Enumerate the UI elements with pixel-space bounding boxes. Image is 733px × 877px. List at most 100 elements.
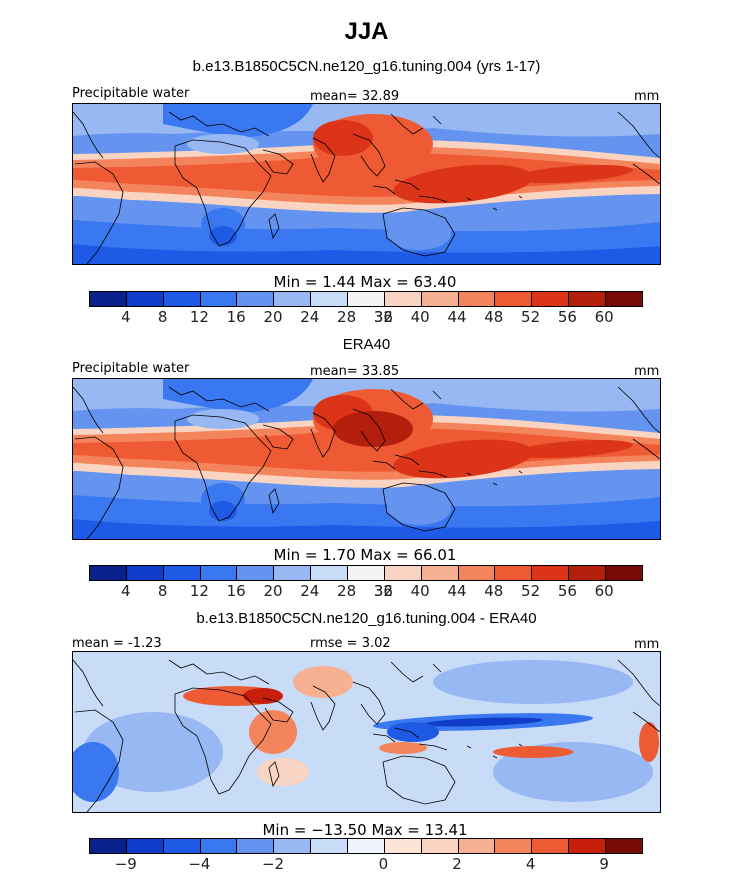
- colorbar-swatch: [495, 566, 533, 580]
- colorbar-swatch: [569, 292, 607, 306]
- colorbar-swatch: [126, 292, 164, 306]
- colorbar-swatch: [126, 839, 164, 853]
- panel-3-colorbar: [89, 838, 643, 854]
- coastline: [73, 386, 104, 434]
- panel-3-rmse-label: rmse = 3.02: [310, 636, 391, 651]
- colorbar-swatch: [569, 839, 607, 853]
- colorbar-tick-label: 12: [189, 308, 209, 326]
- colorbar-swatch: [384, 292, 422, 306]
- diff-east-africa: [249, 710, 297, 754]
- coastline: [268, 761, 280, 788]
- colorbar-tick-label: 44: [447, 582, 467, 600]
- panel-2-colorbar-ticks: 4 8 12 16 20 24 28 32 36 40 44 48 52 56 60: [89, 582, 641, 600]
- colorbar-tick-label: 20: [263, 582, 283, 600]
- panel-1-subtitle: b.e13.B1850C5CN.ne120_g16.tuning.004 (yr…: [192, 58, 541, 75]
- panel-3-min-max: Min = −13.50 Max = 13.41: [262, 821, 468, 839]
- coastline: [617, 659, 660, 707]
- colorbar-tick-label: 48: [484, 308, 504, 326]
- colorbar-tick-label: 4: [121, 308, 131, 326]
- coastline: [382, 207, 456, 257]
- coastline: [418, 743, 448, 751]
- coastline: [268, 488, 280, 515]
- colorbar-swatch: [495, 839, 533, 853]
- colorbar-tick-label: 0: [378, 855, 389, 873]
- coastline: [418, 195, 448, 203]
- panel-2-subtitle: ERA40: [342, 336, 391, 353]
- pw-australia-dry: [387, 493, 451, 525]
- coastline: [390, 388, 424, 410]
- coastline: [394, 179, 420, 191]
- diff-pacific-dry-core: [423, 717, 543, 727]
- coastline: [168, 386, 270, 412]
- coastline: [492, 755, 498, 759]
- colorbar-tick-label: 2: [452, 855, 462, 873]
- coastline: [432, 663, 442, 673]
- coastline: [352, 681, 386, 725]
- colorbar-swatch: [90, 839, 127, 853]
- coastline: [174, 687, 272, 795]
- panel-2-map-svg: [73, 379, 660, 539]
- coastline: [518, 743, 523, 747]
- panel-1-colorbar-ticks: 4 8 12 16 20 24 28 32 36 40 44 48 52 56 60: [89, 308, 641, 326]
- coastline: [382, 482, 456, 532]
- colorbar-swatch: [458, 566, 496, 580]
- panel-1-map-svg: [73, 104, 660, 264]
- colorbar-tick-label: 16: [226, 308, 246, 326]
- colorbar-tick-label: 24: [300, 582, 320, 600]
- panel-1-units-label: mm: [634, 89, 660, 104]
- colorbar-tick-label: 8: [157, 582, 168, 600]
- colorbar-swatch: [200, 292, 238, 306]
- panel-2-units-label: mm: [634, 364, 660, 379]
- coastline: [518, 470, 523, 474]
- coastline: [617, 386, 660, 434]
- pw-band-far-south: [73, 244, 660, 264]
- colorbar-tick-label: 56: [557, 308, 577, 326]
- diff-south-america: [73, 742, 119, 802]
- colorbar-tick-label: 28: [337, 308, 357, 326]
- pw-band-europe: [163, 104, 313, 138]
- coastline: [632, 711, 660, 733]
- colorbar-tick-label: 36: [373, 308, 393, 326]
- coastline: [268, 213, 280, 240]
- colorbar-swatch: [384, 566, 422, 580]
- colorbar-swatch: [532, 566, 570, 580]
- colorbar-tick-label: 52: [521, 308, 541, 326]
- colorbar-tick-label: 20: [263, 308, 283, 326]
- colorbar-swatch: [348, 839, 385, 853]
- colorbar-swatch: [606, 292, 642, 306]
- colorbar-swatch: [384, 839, 422, 853]
- colorbar-tick-label: 12: [189, 582, 209, 600]
- coastline: [372, 733, 396, 743]
- coastline: [466, 197, 472, 201]
- coastline: [352, 133, 386, 177]
- panel-3-map: [72, 651, 661, 813]
- coastline: [262, 149, 294, 175]
- colorbar-tick-label: 40: [410, 582, 430, 600]
- colorbar-swatch: [163, 292, 201, 306]
- colorbar-swatch: [163, 839, 201, 853]
- panel-1-colorbar: [89, 291, 643, 307]
- diff-north-pacific: [433, 660, 633, 704]
- colorbar-swatch: [606, 839, 642, 853]
- colorbar-swatch: [163, 566, 201, 580]
- colorbar-swatch: [421, 292, 459, 306]
- colorbar-swatch: [274, 566, 312, 580]
- pw-warm-pool: [393, 439, 533, 479]
- coastline: [418, 470, 448, 478]
- coastline: [168, 111, 270, 137]
- coastline: [617, 111, 660, 159]
- diff-east-edge: [639, 722, 659, 762]
- colorbar-swatch: [532, 839, 570, 853]
- colorbar-swatch: [126, 566, 164, 580]
- colorbar-swatch: [532, 292, 570, 306]
- colorbar-swatch: [311, 292, 349, 306]
- colorbar-swatch: [200, 839, 238, 853]
- colorbar-swatch: [237, 292, 275, 306]
- colorbar-swatch: [311, 566, 349, 580]
- coastline: [310, 137, 336, 183]
- pw-australia-dry: [387, 218, 451, 250]
- diff-indian-ocean: [257, 758, 309, 786]
- coastline: [432, 115, 442, 125]
- coastline: [432, 390, 442, 400]
- coastline: [492, 482, 498, 486]
